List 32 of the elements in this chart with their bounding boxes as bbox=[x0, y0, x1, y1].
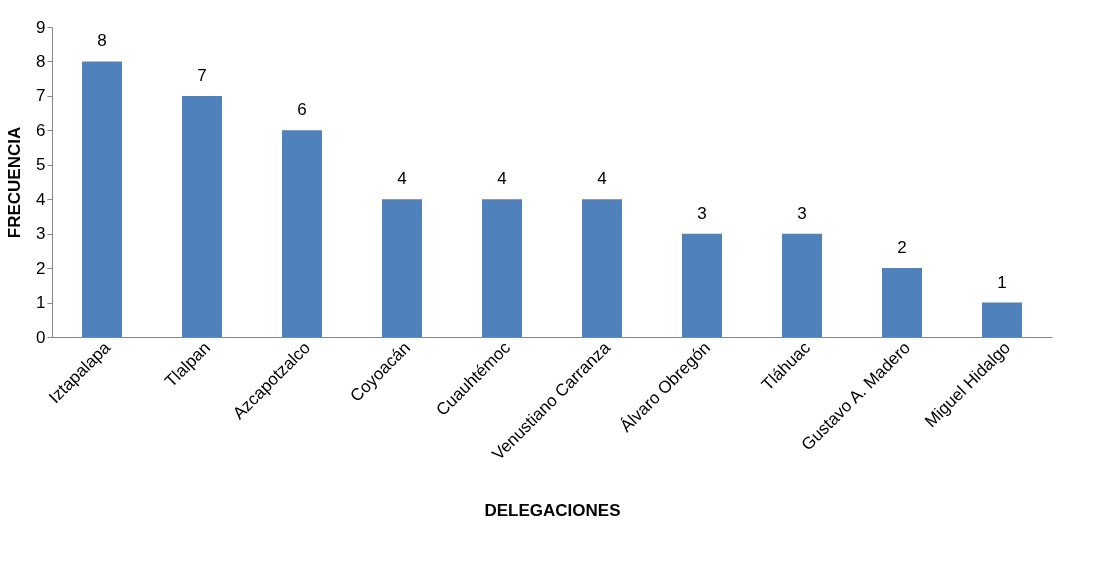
y-tick-label: 1 bbox=[36, 293, 46, 313]
data-label: 3 bbox=[797, 203, 807, 223]
y-tick-label: 3 bbox=[36, 224, 46, 244]
bar bbox=[882, 268, 922, 337]
bar bbox=[982, 302, 1022, 337]
bar bbox=[582, 199, 622, 337]
bar bbox=[282, 130, 322, 337]
y-tick-label: 8 bbox=[36, 51, 46, 71]
data-label: 2 bbox=[897, 238, 907, 258]
data-label: 4 bbox=[597, 169, 607, 189]
y-tick-label: 0 bbox=[36, 327, 46, 347]
bar bbox=[782, 233, 822, 337]
bar bbox=[82, 61, 122, 337]
bar bbox=[482, 199, 522, 337]
data-label: 4 bbox=[497, 169, 507, 189]
bar bbox=[382, 199, 422, 337]
y-tick-label: 2 bbox=[36, 258, 46, 278]
data-label: 1 bbox=[997, 272, 1007, 292]
data-label: 8 bbox=[97, 31, 107, 51]
y-tick-label: 7 bbox=[36, 86, 46, 106]
x-axis-title: DELEGACIONES bbox=[484, 501, 621, 521]
y-tick-label: 9 bbox=[36, 17, 46, 37]
data-label: 7 bbox=[197, 65, 207, 85]
bar bbox=[182, 95, 222, 337]
bar bbox=[682, 233, 722, 337]
y-tick-label: 5 bbox=[36, 155, 46, 175]
y-tick-label: 4 bbox=[36, 189, 46, 209]
y-tick-label: 6 bbox=[36, 120, 46, 140]
data-label: 6 bbox=[297, 100, 307, 120]
data-label: 3 bbox=[697, 203, 707, 223]
y-axis-title: FRECUENCIA bbox=[5, 126, 25, 239]
data-label: 4 bbox=[397, 169, 407, 189]
